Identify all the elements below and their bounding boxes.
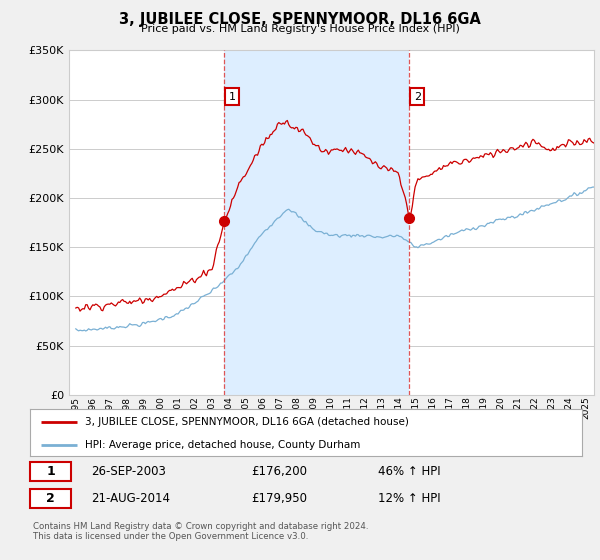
Text: Contains HM Land Registry data © Crown copyright and database right 2024.
This d: Contains HM Land Registry data © Crown c… [33,522,368,542]
Text: 46% ↑ HPI: 46% ↑ HPI [378,465,440,478]
Text: 12% ↑ HPI: 12% ↑ HPI [378,492,440,505]
Bar [224,50,409,395]
Text: HPI: Average price, detached house, County Durham: HPI: Average price, detached house, Coun… [85,440,361,450]
Text: £176,200: £176,200 [251,465,307,478]
FancyBboxPatch shape [30,462,71,482]
FancyBboxPatch shape [30,489,71,508]
Text: 3, JUBILEE CLOSE, SPENNYMOOR, DL16 6GA: 3, JUBILEE CLOSE, SPENNYMOOR, DL16 6GA [119,12,481,27]
Text: 2: 2 [46,492,55,505]
Text: 1: 1 [229,92,236,101]
Text: 1: 1 [46,465,55,478]
Text: 3, JUBILEE CLOSE, SPENNYMOOR, DL16 6GA (detached house): 3, JUBILEE CLOSE, SPENNYMOOR, DL16 6GA (… [85,417,409,427]
Text: Price paid vs. HM Land Registry's House Price Index (HPI): Price paid vs. HM Land Registry's House … [140,24,460,34]
Text: 26-SEP-2003: 26-SEP-2003 [91,465,166,478]
Text: £179,950: £179,950 [251,492,307,505]
Text: 21-AUG-2014: 21-AUG-2014 [91,492,170,505]
Text: 2: 2 [414,92,421,101]
